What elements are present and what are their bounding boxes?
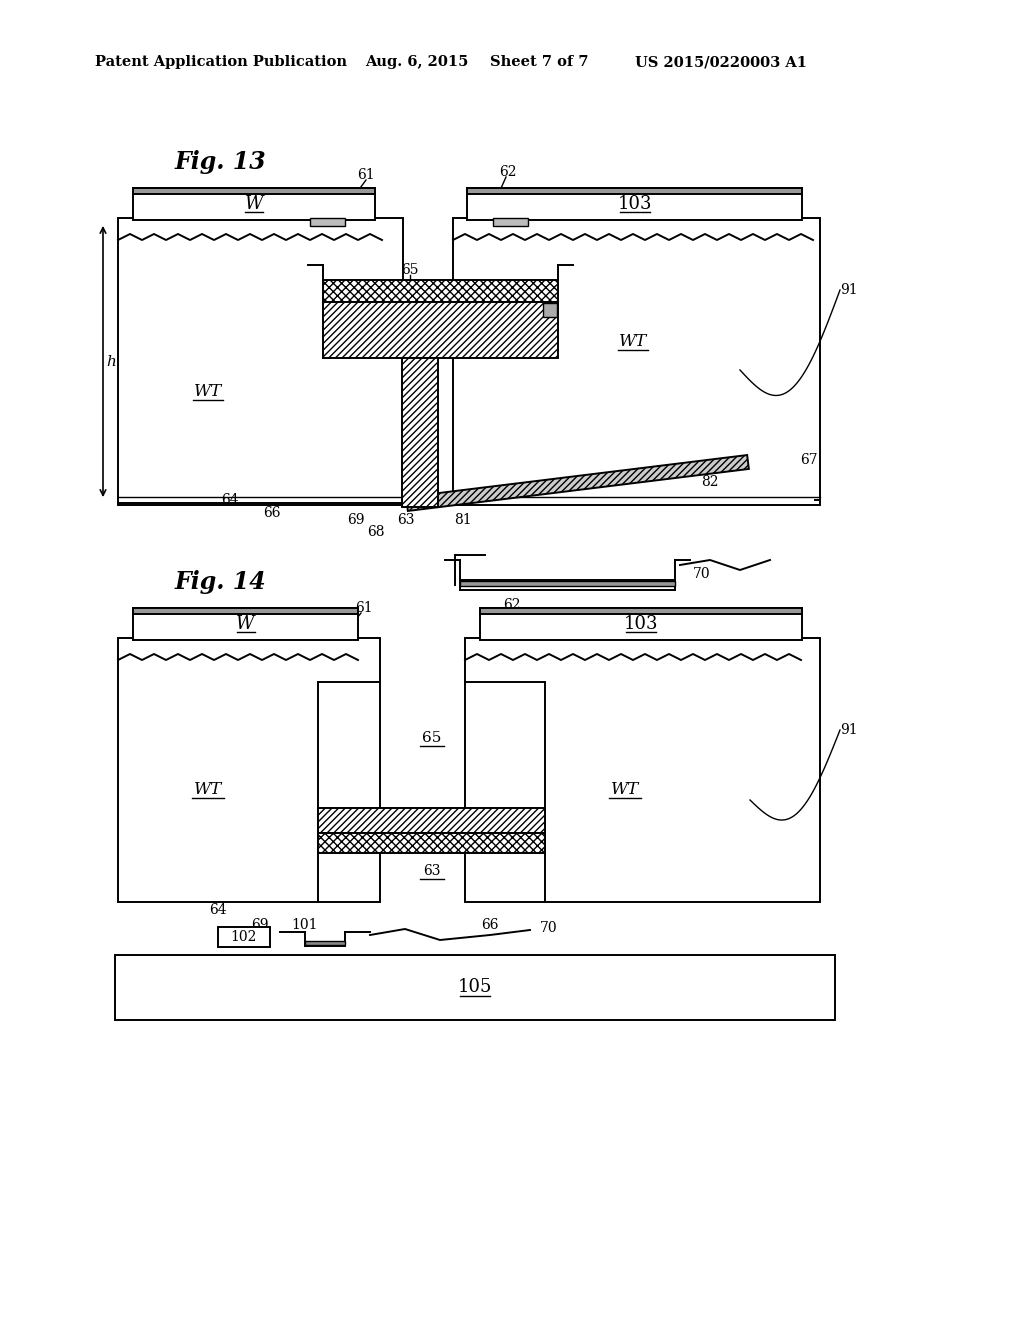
Text: 62: 62 bbox=[500, 165, 517, 180]
Polygon shape bbox=[218, 927, 270, 946]
Polygon shape bbox=[465, 638, 820, 902]
Polygon shape bbox=[310, 218, 345, 226]
Text: 69: 69 bbox=[347, 513, 365, 527]
Text: US 2015/0220003 A1: US 2015/0220003 A1 bbox=[635, 55, 807, 69]
Polygon shape bbox=[118, 638, 380, 902]
Polygon shape bbox=[133, 609, 358, 614]
Polygon shape bbox=[323, 302, 558, 358]
Text: Fig. 13: Fig. 13 bbox=[175, 150, 266, 174]
Text: 63: 63 bbox=[397, 513, 415, 527]
Polygon shape bbox=[467, 187, 802, 194]
Text: 103: 103 bbox=[624, 615, 658, 634]
Text: 91: 91 bbox=[840, 723, 858, 737]
Text: 64: 64 bbox=[209, 903, 226, 917]
Polygon shape bbox=[133, 187, 375, 194]
Text: 101: 101 bbox=[292, 917, 318, 932]
Polygon shape bbox=[118, 218, 403, 506]
Text: 81: 81 bbox=[455, 513, 472, 527]
Text: h: h bbox=[106, 355, 116, 368]
Polygon shape bbox=[467, 187, 802, 220]
Polygon shape bbox=[133, 187, 375, 220]
Text: WT: WT bbox=[194, 781, 222, 799]
Polygon shape bbox=[323, 280, 558, 302]
Text: WT: WT bbox=[618, 333, 647, 350]
Polygon shape bbox=[318, 833, 545, 853]
Text: 70: 70 bbox=[540, 921, 558, 935]
Polygon shape bbox=[460, 581, 675, 586]
Text: 66: 66 bbox=[481, 917, 499, 932]
Polygon shape bbox=[133, 609, 358, 640]
Polygon shape bbox=[453, 218, 820, 506]
Text: 70: 70 bbox=[693, 568, 711, 581]
Text: 82: 82 bbox=[701, 475, 719, 488]
Text: Aug. 6, 2015: Aug. 6, 2015 bbox=[365, 55, 468, 69]
Text: Patent Application Publication: Patent Application Publication bbox=[95, 55, 347, 69]
Text: 68: 68 bbox=[368, 525, 385, 539]
Text: 65: 65 bbox=[422, 731, 441, 744]
Polygon shape bbox=[318, 808, 545, 833]
Text: 102: 102 bbox=[230, 931, 257, 944]
Text: 64: 64 bbox=[221, 492, 239, 507]
Polygon shape bbox=[115, 954, 835, 1020]
Polygon shape bbox=[305, 941, 345, 945]
Text: 69: 69 bbox=[251, 917, 268, 932]
Text: 61: 61 bbox=[357, 168, 375, 182]
Text: 66: 66 bbox=[263, 506, 281, 520]
Text: W: W bbox=[237, 615, 255, 634]
Text: 103: 103 bbox=[617, 195, 651, 213]
Polygon shape bbox=[407, 455, 749, 511]
Text: WT: WT bbox=[194, 383, 222, 400]
Polygon shape bbox=[480, 609, 802, 614]
Polygon shape bbox=[480, 609, 802, 640]
Text: 91: 91 bbox=[840, 282, 858, 297]
Text: WT: WT bbox=[611, 781, 639, 799]
Text: Fig. 14: Fig. 14 bbox=[175, 570, 266, 594]
Text: 65: 65 bbox=[401, 263, 419, 277]
Text: W: W bbox=[245, 195, 263, 213]
Text: Sheet 7 of 7: Sheet 7 of 7 bbox=[490, 55, 589, 69]
Text: 62: 62 bbox=[503, 598, 521, 612]
Text: 67: 67 bbox=[800, 453, 817, 467]
Text: 61: 61 bbox=[355, 601, 373, 615]
Text: 63: 63 bbox=[423, 865, 440, 878]
Polygon shape bbox=[543, 304, 557, 317]
Polygon shape bbox=[493, 218, 528, 226]
Text: 105: 105 bbox=[458, 978, 493, 997]
Polygon shape bbox=[402, 358, 438, 507]
